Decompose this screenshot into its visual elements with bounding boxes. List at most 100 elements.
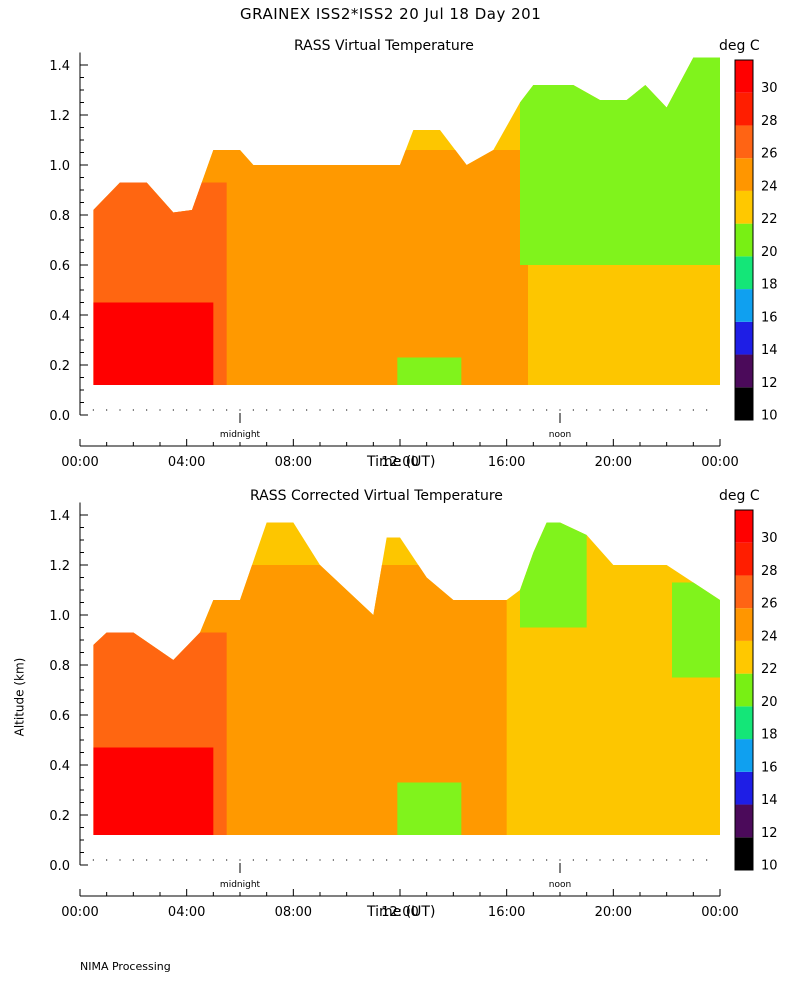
ground-dot [346,409,348,411]
x-marker-label: noon [549,880,571,890]
ground-dot [586,859,588,861]
colorbar-tick-label: 12 [761,826,778,841]
colorbar-tick-label: 10 [761,409,778,424]
ground-dot [559,859,561,861]
heatmap-panel-2: 0.0 0.2 0.4 0.6 0.8 1.0 1.2 1.4 00:00 04:00 08:00 1… [49,502,778,920]
colorbar-tick-label: 20 [761,695,778,710]
ground-dot [319,859,321,861]
x-tick-label: 16:00 [488,455,525,470]
x-axis-label: Time (UT) [367,454,436,470]
ground-dot [186,409,188,411]
ground-dot [159,859,161,861]
ground-dot [279,859,281,861]
ground-dot [412,409,414,411]
ground-dot [239,859,241,861]
x-marker-label: midnight [220,430,261,440]
colorbar-segment [735,92,753,126]
ground-dot [332,409,334,411]
ground-dot [612,409,614,411]
y-tick-label: 0.8 [49,659,70,674]
ground-dot [199,409,201,411]
colorbar-tick-label: 30 [761,531,778,546]
ground-dot [546,859,548,861]
colorbar-tick-label: 26 [761,147,778,162]
y-tick-label: 0.2 [49,359,70,374]
x-tick-label: 16:00 [488,905,525,920]
colorbar-segment [735,673,753,707]
ground-dot [226,859,228,861]
x-tick-label: 08:00 [275,455,312,470]
ground-dot [559,409,561,411]
ground-dot [226,409,228,411]
ground-dot [292,859,294,861]
colorbar-tick-label: 22 [761,662,778,677]
colorbar-tick-label: 16 [761,310,778,325]
ground-dot [679,409,681,411]
ground-dot [506,409,508,411]
colorbar-tick-label: 18 [761,278,778,293]
ground-dot [172,859,174,861]
y-tick-label: 0.4 [49,759,70,774]
ground-dot [386,409,388,411]
ground-dot [466,859,468,861]
page-title: GRAINEX ISS2*ISS2 20 Jul 18 Day 201 [240,5,542,23]
x-tick-label: 00:00 [61,455,98,470]
ground-dot [146,409,148,411]
y-tick-label: 1.4 [49,509,70,524]
ground-dot [692,859,694,861]
temp-region-20 [672,582,720,678]
ground-dot [586,409,588,411]
x-tick-label: 20:00 [595,455,632,470]
ground-dot [532,859,534,861]
ground-dot [346,859,348,861]
temp-region-30 [93,302,214,385]
ground-dot [492,409,494,411]
colorbar-tick-label: 14 [761,793,778,808]
colorbar-frame [734,59,754,421]
temp-region-20 [397,782,462,835]
ground-dot [626,859,628,861]
colorbar-label: deg C [719,488,760,504]
ground-dot [452,859,454,861]
ground-dot [546,409,548,411]
x-tick-label: 00:00 [701,905,738,920]
ground-dot [479,409,481,411]
colorbar-segment [735,223,753,257]
colorbar-segment [735,575,753,609]
ground-dot [519,409,521,411]
ground-dot [612,859,614,861]
ground-dot [679,859,681,861]
ground-dot [279,409,281,411]
heatmap-fill [93,57,721,385]
ground-dot [666,409,668,411]
colorbar-segment [735,256,753,290]
colorbar-segment [735,542,753,576]
ground-dot [239,409,241,411]
footer-note: NIMA Processing [80,960,171,973]
colorbar-segment [735,125,753,159]
y-tick-label: 0.4 [49,309,70,324]
colorbar-tick-label: 30 [761,81,778,96]
x-tick-label: 08:00 [275,905,312,920]
colorbar-segment [735,158,753,191]
colorbar-tick-label: 28 [761,114,778,129]
ground-dot [399,409,401,411]
ground-dot [266,859,268,861]
ground-dot [706,409,708,411]
x-tick-label: 04:00 [168,455,205,470]
colorbar-segment [735,640,753,674]
chart-title: RASS Corrected Virtual Temperature [250,488,503,504]
x-tick-label: 12:00 [381,905,418,920]
x-axis-label: Time (UT) [367,904,436,920]
x-marker-label: midnight [220,880,261,890]
ground-dot [306,409,308,411]
ground-dot [399,859,401,861]
ground-dot [372,409,374,411]
ground-dot [159,409,161,411]
ground-dot [266,409,268,411]
ground-dot [119,859,121,861]
y-tick-label: 0.0 [49,409,70,424]
y-tick-label: 1.4 [49,59,70,74]
colorbar-segment [735,190,753,224]
colorbar-tick-label: 24 [761,179,778,194]
